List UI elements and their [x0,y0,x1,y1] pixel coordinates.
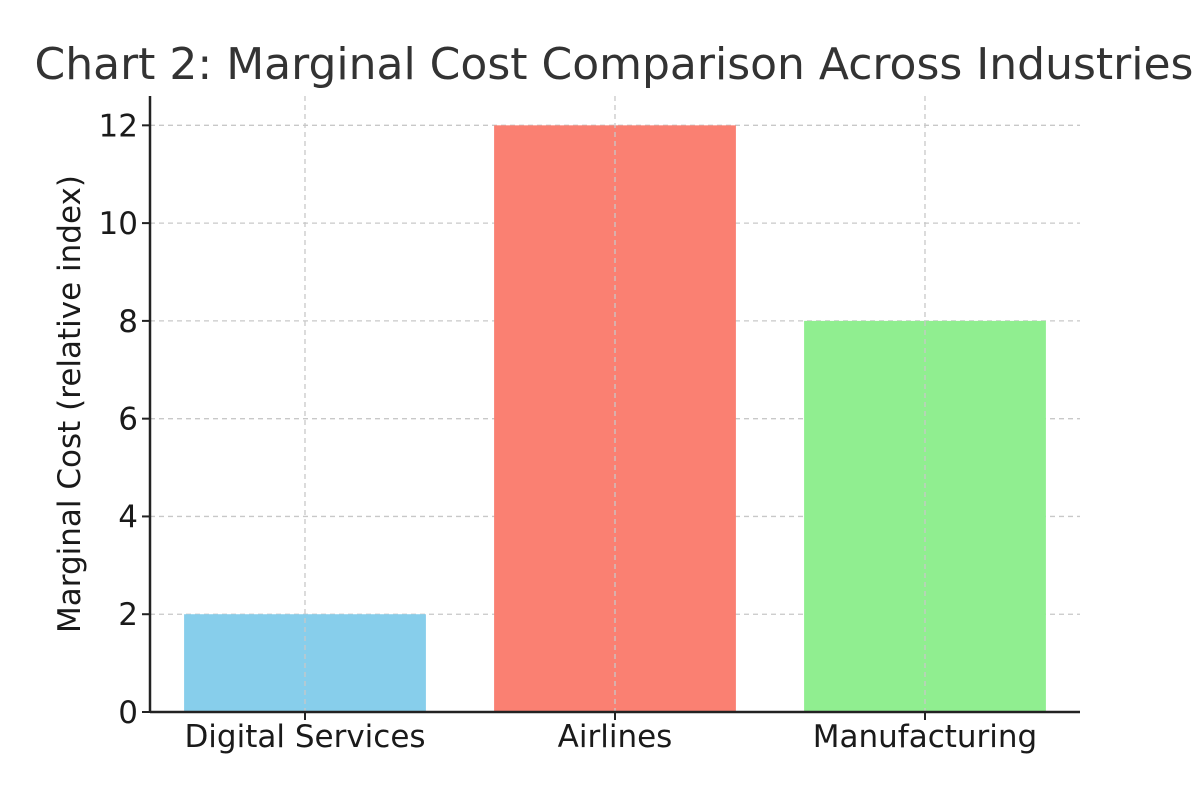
x-tick-label: Digital Services [184,719,425,755]
vertical-grid [304,96,926,712]
chart-title: Chart 2: Marginal Cost Comparison Across… [35,39,1194,90]
y-tick-label: 8 [118,304,138,340]
x-ticks: Digital Services Airlines Manufacturing [184,712,1037,755]
y-tick-label: 0 [118,695,138,731]
y-tick-label: 12 [99,108,138,144]
y-tick-label: 10 [99,206,138,242]
y-ticks: 0 2 4 6 8 10 12 [99,108,150,731]
x-tick-label: Airlines [558,719,673,755]
y-tick-label: 4 [118,499,138,535]
y-tick-label: 2 [118,597,138,633]
y-tick-label: 6 [118,402,138,438]
x-tick-label: Manufacturing [813,719,1037,755]
y-axis-label: Marginal Cost (relative index) [52,175,88,633]
